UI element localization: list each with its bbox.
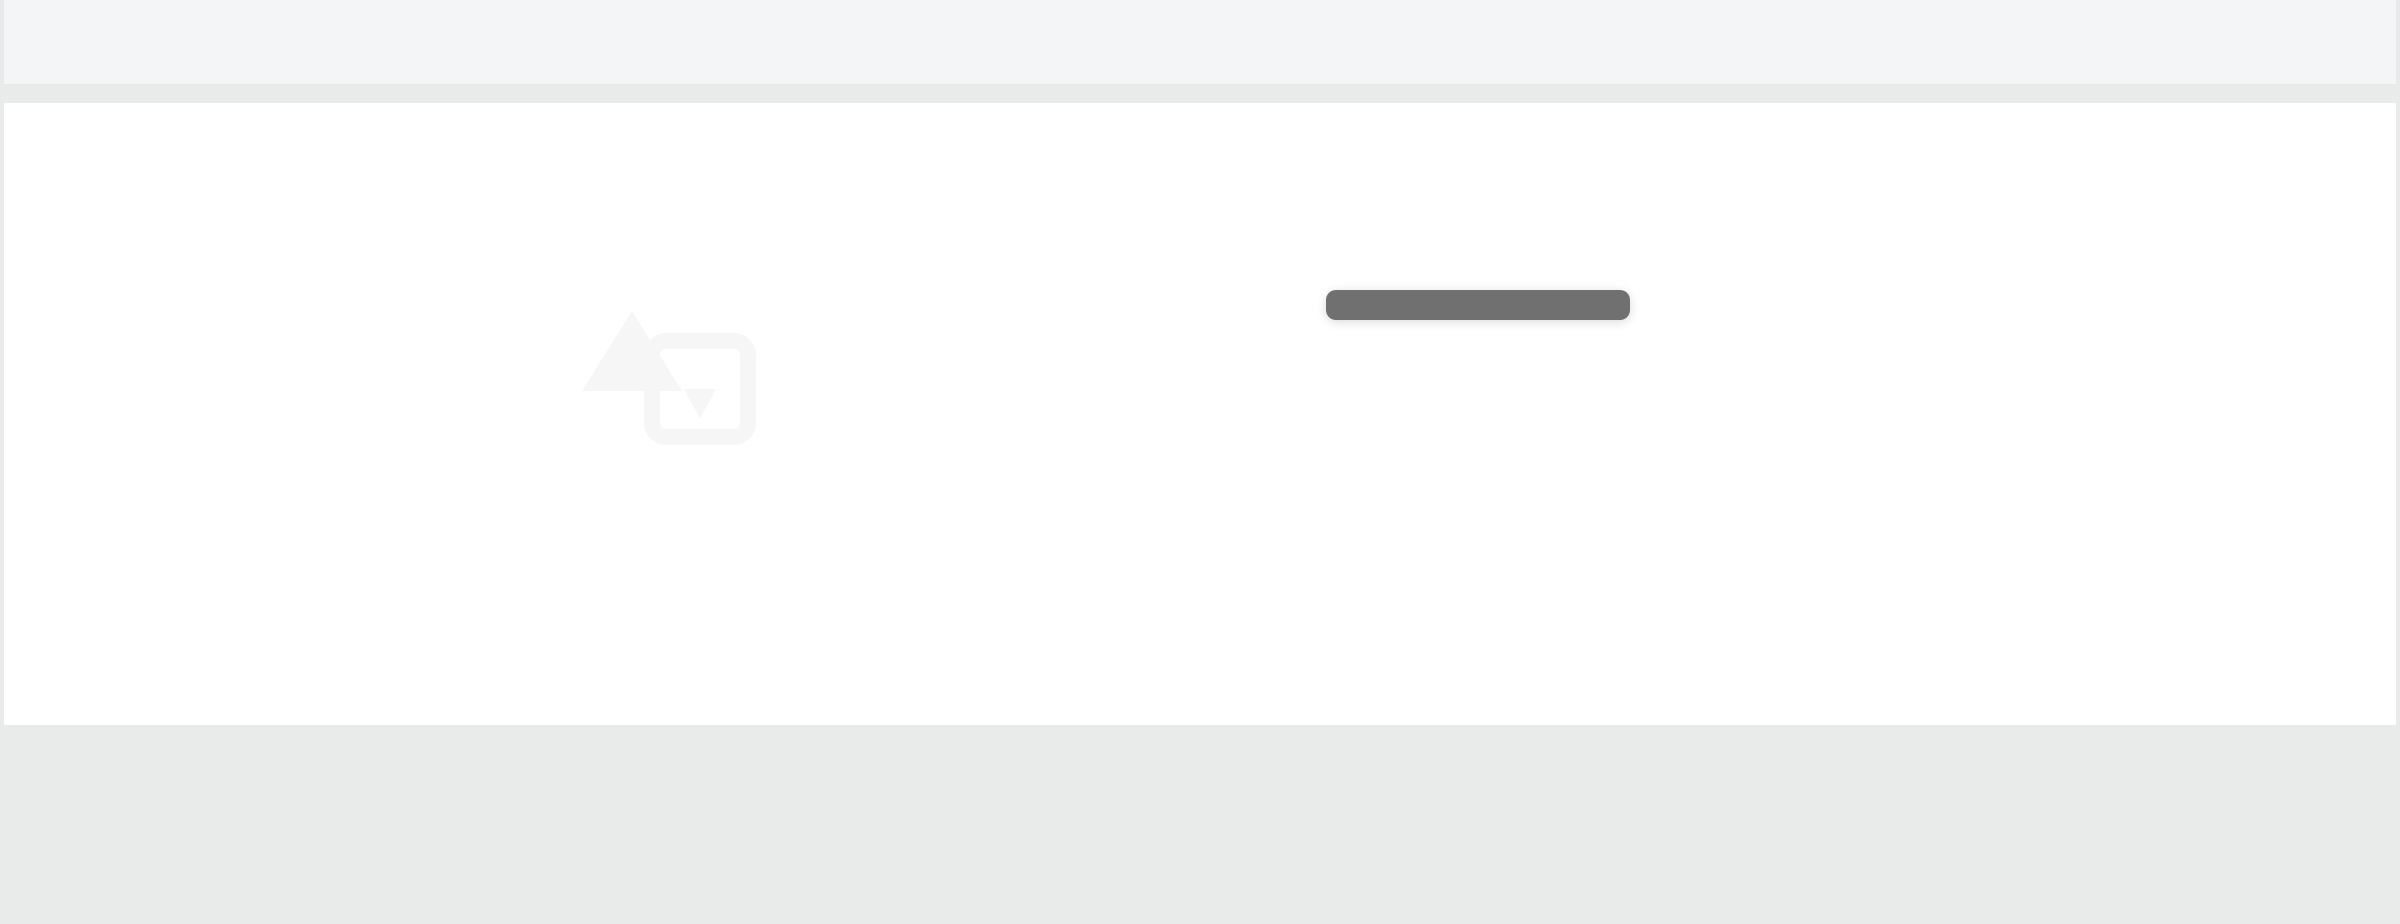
section-divider bbox=[4, 85, 2396, 103]
rank-table bbox=[4, 0, 2396, 85]
keyword-rank-dashboard bbox=[4, 0, 2396, 731]
page-share-donut-chart[interactable] bbox=[1704, 169, 2400, 725]
rank-trend-line-chart[interactable] bbox=[4, 169, 1754, 725]
trend-section bbox=[4, 103, 2396, 725]
rank-table-header bbox=[4, 0, 2396, 85]
page-bottom-edge bbox=[4, 725, 2396, 731]
